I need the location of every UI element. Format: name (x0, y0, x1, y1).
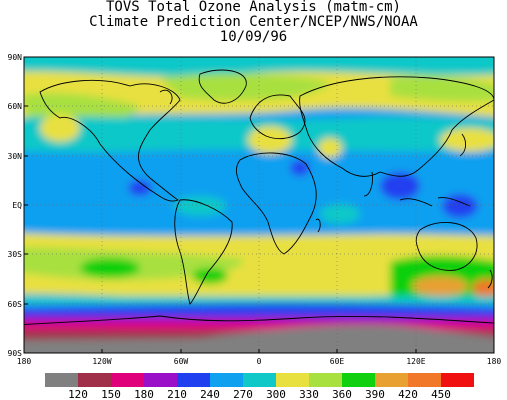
colorbar-swatch-4 (177, 373, 210, 387)
colorbar-label-180: 180 (134, 388, 154, 400)
coastline-india (363, 171, 373, 197)
colorbar (45, 373, 474, 387)
coastline-japan (459, 133, 467, 157)
coastline-antarctica (24, 315, 494, 325)
title-block: TOVS Total Ozone Analysis (matm-cm) Clim… (0, 0, 507, 45)
colorbar-swatch-8 (309, 373, 342, 387)
colorbar-label-390: 390 (365, 388, 385, 400)
coastline-south-america (174, 199, 233, 305)
coastline-new-zealand (487, 269, 493, 289)
lat-labels: 90N 60N 30N EQ 30S 60S 90S (8, 53, 23, 358)
lon-label-60w: 60W (174, 357, 189, 366)
colorbar-label-270: 270 (233, 388, 253, 400)
colorbar-swatch-2 (111, 373, 144, 387)
colorbar-label-120: 120 (68, 388, 88, 400)
coastline-europe (249, 94, 306, 140)
coastline-greenland (198, 69, 247, 104)
lon-label-60e: 60E (330, 357, 345, 366)
lon-label-120e: 120E (406, 357, 425, 366)
tick-marks (23, 56, 495, 354)
colorbar-swatch-9 (342, 373, 375, 387)
colorbar-label-450: 450 (431, 388, 451, 400)
lon-label-120w: 120W (92, 357, 111, 366)
colorbar-labels: 120 150 180 210 240 270 300 330 360 390 … (68, 388, 451, 400)
colorbar-swatch-12 (441, 373, 474, 387)
coastline-indonesia-2 (437, 197, 471, 207)
colorbar-label-300: 300 (266, 388, 286, 400)
colorbar-label-360: 360 (332, 388, 352, 400)
title-line-1: TOVS Total Ozone Analysis (matm-cm) (105, 0, 401, 15)
lon-label-0: 0 (257, 357, 262, 366)
lat-label-eq: EQ (12, 201, 22, 210)
coastline-north-america (39, 79, 181, 202)
lon-label-180e: 180 (487, 357, 502, 366)
graticule (24, 57, 494, 353)
coastline-australia (415, 222, 478, 271)
lat-label-60n: 60N (8, 102, 23, 111)
colorbar-label-330: 330 (299, 388, 319, 400)
coastline-hudson (159, 89, 173, 105)
colorbar-swatch-6 (243, 373, 276, 387)
colorbar-label-240: 240 (200, 388, 220, 400)
colorbar-label-150: 150 (101, 388, 121, 400)
colorbar-swatch-1 (78, 373, 111, 387)
colorbar-swatch-11 (408, 373, 441, 387)
colorbar-swatch-7 (276, 373, 309, 387)
colorbar-swatch-3 (144, 373, 177, 387)
title-line-2: Climate Prediction Center/NCEP/NWS/NOAA (89, 14, 418, 30)
coastline-asia (299, 76, 494, 177)
lat-label-30n: 30N (8, 152, 23, 161)
lat-label-90s: 90S (8, 349, 23, 358)
coastline-madagascar (315, 218, 321, 233)
lat-label-30s: 30S (8, 250, 23, 259)
lon-labels: 180 120W 60W 0 60E 120E 180 (17, 357, 502, 366)
title-line-3: 10/09/96 (219, 29, 288, 45)
colorbar-swatch-0 (45, 373, 78, 387)
lat-label-60s: 60S (8, 300, 23, 309)
lon-label-180w: 180 (17, 357, 32, 366)
colorbar-label-420: 420 (398, 388, 418, 400)
lat-label-90n: 90N (8, 53, 23, 62)
colorbar-swatch-5 (210, 373, 243, 387)
colorbar-swatch-10 (375, 373, 408, 387)
coastline-indonesia-1 (399, 198, 433, 207)
colorbar-label-210: 210 (167, 388, 187, 400)
